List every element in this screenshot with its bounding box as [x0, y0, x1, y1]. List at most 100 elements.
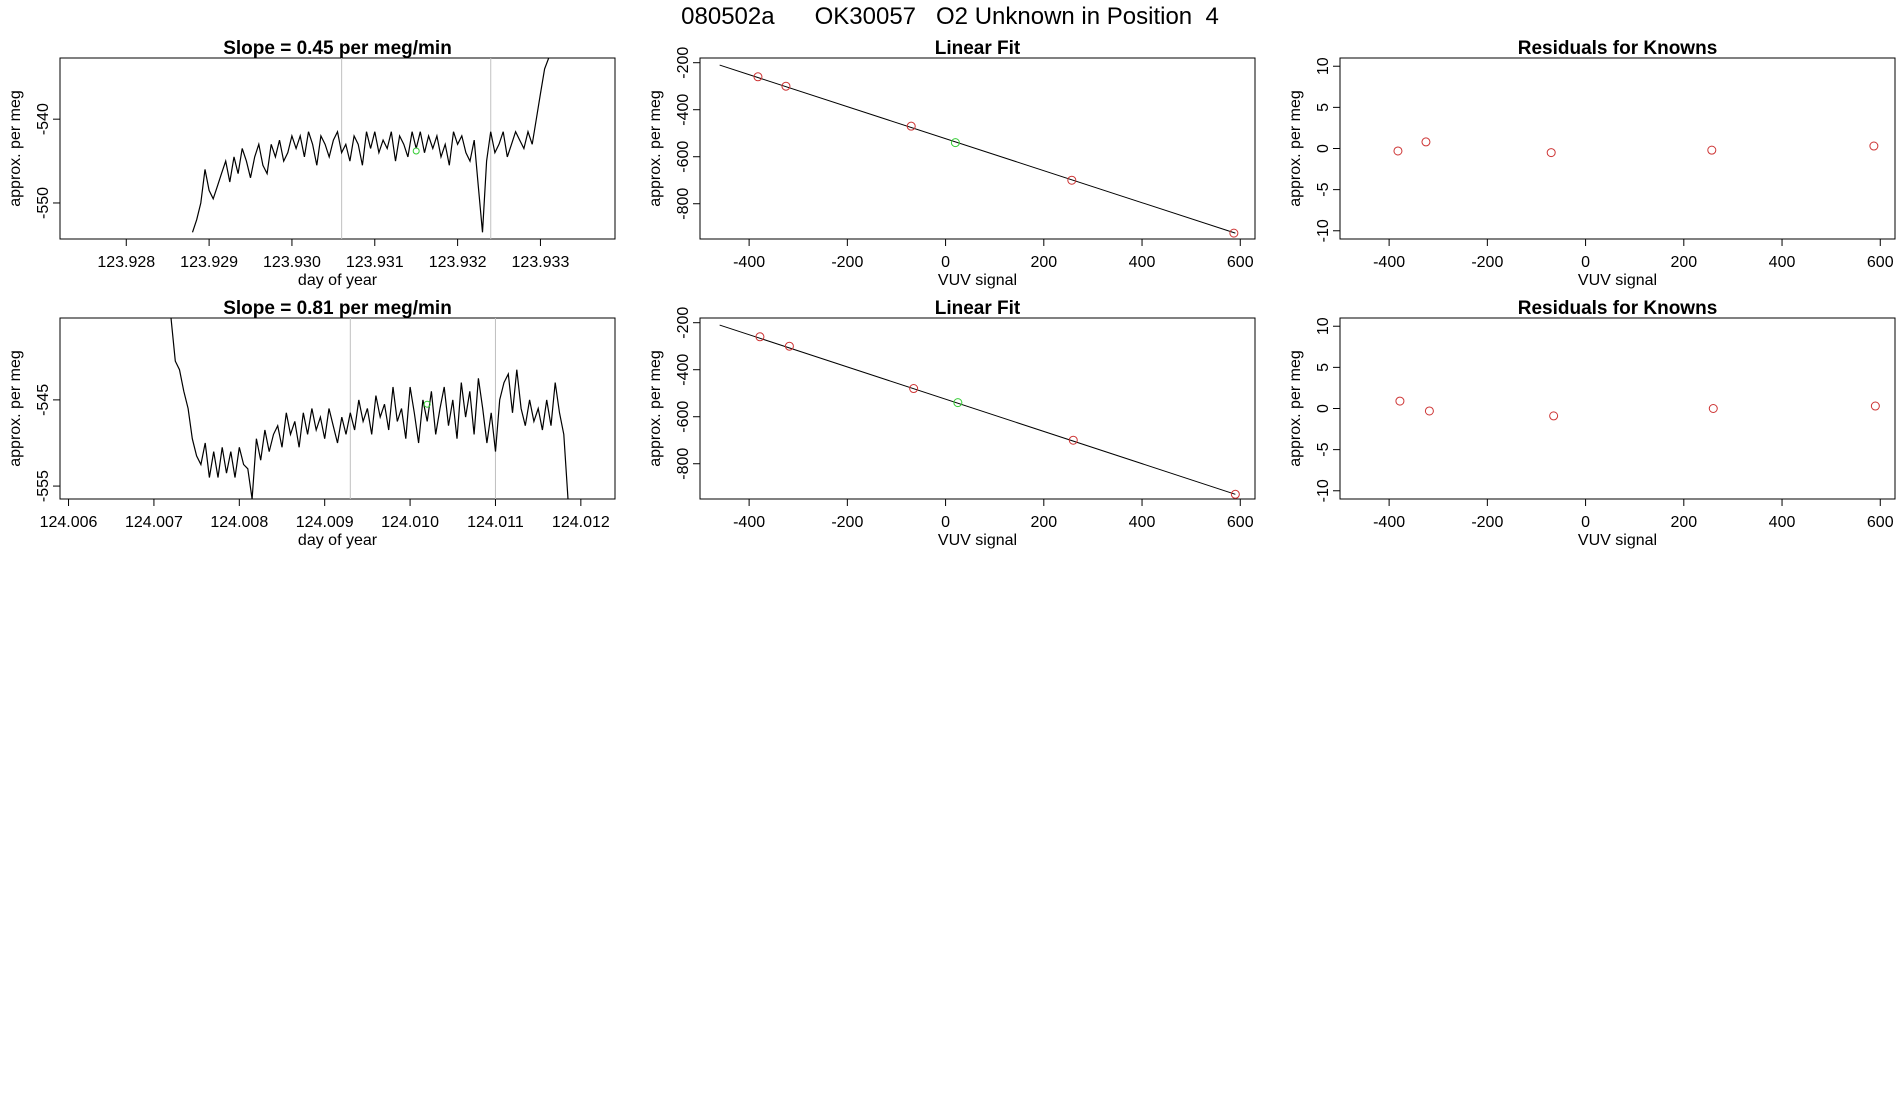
page-title: 080502a OK30057 O2 Unknown in Position 4 [681, 3, 1219, 30]
y-tick-label: -600 [675, 141, 692, 173]
unknown-point [950, 138, 960, 148]
x-tick-label: 124.009 [296, 514, 354, 531]
y-tick-label: -400 [675, 94, 692, 126]
y-tick-label: -800 [675, 448, 692, 480]
x-axis-label: VUV signal [1578, 532, 1657, 549]
y-tick-label: -545 [35, 384, 52, 416]
plot-frame [59, 57, 616, 240]
x-tick-label: 0 [1581, 514, 1590, 531]
y-tick-label: 10 [1315, 317, 1332, 335]
x-tick-label: 0 [941, 254, 950, 271]
x-tick-label: 0 [941, 514, 950, 531]
x-tick-label: 123.933 [512, 254, 570, 271]
x-tick-label: 400 [1769, 254, 1796, 271]
plot-frame [1339, 317, 1896, 500]
y-tick-label: -555 [35, 470, 52, 502]
x-tick-label: 124.008 [210, 514, 268, 531]
plot-frame [1339, 57, 1896, 240]
y-tick-label: 10 [1315, 57, 1332, 75]
known-point [781, 81, 791, 91]
chart-title: Residuals for Knowns [1518, 298, 1718, 319]
y-tick-label: -400 [675, 354, 692, 386]
y-tick-label: -540 [35, 103, 52, 135]
x-tick-label: 124.006 [40, 514, 98, 531]
known-point [1421, 137, 1431, 147]
chart-title: Linear Fit [935, 298, 1021, 319]
chart-res1: Residuals for Knowns -400 -200 0 200 400 600 -1… [1287, 38, 1896, 289]
plot-frame [699, 317, 1256, 500]
y-tick-label: -800 [675, 188, 692, 220]
x-tick-label: 400 [1129, 254, 1156, 271]
x-tick-label: 123.928 [97, 254, 155, 271]
x-tick-label: 200 [1030, 514, 1057, 531]
y-axis-label: approx. per meg [1287, 350, 1304, 467]
y-tick-label: -10 [1315, 479, 1332, 502]
plot-frame [59, 317, 616, 500]
y-tick-label: -600 [675, 401, 692, 433]
x-axis-label: VUV signal [938, 532, 1017, 549]
x-tick-label: 400 [1129, 514, 1156, 531]
x-axis-label: day of year [298, 272, 378, 289]
x-tick-label: 124.010 [381, 514, 439, 531]
y-tick-label: -10 [1315, 219, 1332, 242]
x-tick-label: 123.932 [429, 254, 487, 271]
y-tick-label: 0 [1315, 404, 1332, 413]
x-tick-label: -400 [733, 514, 765, 531]
y-tick-label: -200 [675, 47, 692, 79]
y-tick-label: 5 [1315, 363, 1332, 372]
y-axis-label: approx. per meg [7, 90, 24, 207]
fit-line [719, 324, 1236, 495]
known-point [906, 121, 916, 131]
x-tick-label: -400 [733, 254, 765, 271]
y-axis-label: approx. per meg [647, 350, 664, 467]
known-point [1230, 489, 1240, 499]
plot-frame [699, 57, 1256, 240]
known-point [1424, 406, 1434, 416]
unknown-marker [423, 400, 431, 408]
y-axis-label: approx. per meg [7, 350, 24, 467]
x-tick-label: 600 [1867, 254, 1894, 271]
x-tick-label: 124.007 [125, 514, 183, 531]
known-point [909, 384, 919, 394]
x-tick-label: 0 [1581, 254, 1590, 271]
x-tick-label: 600 [1867, 514, 1894, 531]
trace-line [170, 318, 569, 499]
x-tick-label: -400 [1373, 514, 1405, 531]
plot-area [170, 318, 569, 499]
unknown-marker [412, 147, 420, 155]
x-tick-label: 123.929 [180, 254, 238, 271]
x-tick-label: 123.930 [263, 254, 321, 271]
y-tick-label: 5 [1315, 103, 1332, 112]
x-tick-label: 400 [1769, 514, 1796, 531]
trace-line [191, 58, 550, 233]
known-point [1068, 435, 1078, 445]
known-point [1870, 401, 1880, 411]
x-tick-label: 200 [1030, 254, 1057, 271]
y-tick-label: -5 [1315, 182, 1332, 196]
fit-line [719, 64, 1236, 234]
known-point [1393, 146, 1403, 156]
x-tick-label: 200 [1670, 514, 1697, 531]
known-point [1708, 404, 1718, 413]
unknown-point [953, 398, 963, 408]
plot-area [191, 58, 550, 239]
chart-ts2: Slope = 0.81 per meg/min 124.006 124.007 12… [7, 298, 616, 549]
known-point [784, 341, 794, 351]
chart-fit1: Linear Fit -400 -200 0 200 400 600 -800 -600 -400… [647, 38, 1256, 289]
y-axis-label: approx. per meg [1287, 90, 1304, 207]
known-point [1229, 228, 1239, 238]
x-tick-label: -200 [1471, 254, 1503, 271]
plot-area [1395, 396, 1880, 421]
x-tick-label: 600 [1227, 514, 1254, 531]
known-point [1067, 175, 1077, 185]
x-tick-label: 200 [1670, 254, 1697, 271]
chart-title: Residuals for Knowns [1518, 38, 1718, 59]
y-tick-label: 0 [1315, 144, 1332, 153]
known-point [755, 332, 765, 342]
x-axis-label: VUV signal [1578, 272, 1657, 289]
y-tick-label: -5 [1315, 442, 1332, 456]
plot-area [719, 64, 1239, 238]
x-tick-label: -200 [831, 514, 863, 531]
known-point [1869, 141, 1879, 151]
known-point [1549, 411, 1559, 421]
